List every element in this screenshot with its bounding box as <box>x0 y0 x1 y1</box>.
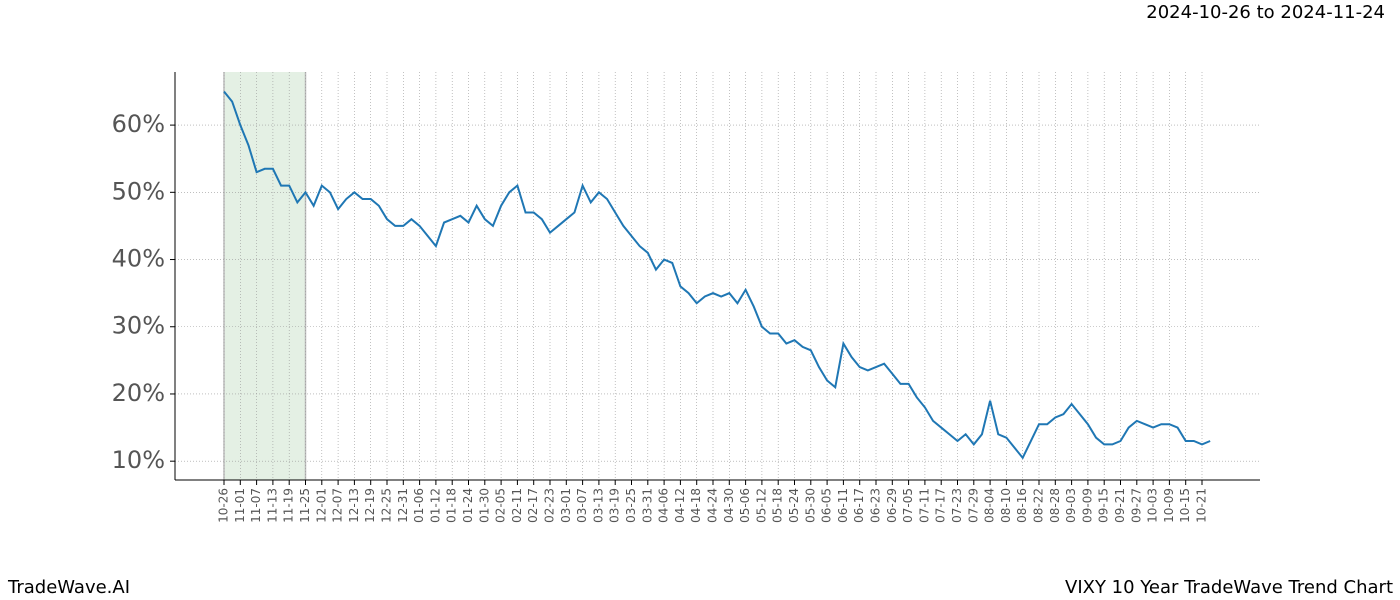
highlight-band <box>224 72 306 480</box>
x-tick-label: 04-18 <box>689 488 703 523</box>
x-tick-label: 12-01 <box>314 488 328 523</box>
x-tick-label: 11-19 <box>282 488 296 523</box>
x-tick-label: 04-24 <box>706 488 720 523</box>
x-tick-label: 05-24 <box>787 488 801 523</box>
x-tick-label: 07-17 <box>934 488 948 523</box>
x-tick-label: 10-09 <box>1162 488 1176 523</box>
x-tick-label: 12-13 <box>347 488 361 523</box>
x-tick-label: 01-24 <box>461 488 475 523</box>
x-tick-label: 05-18 <box>771 488 785 523</box>
x-tick-label: 08-22 <box>1032 488 1046 523</box>
x-tick-label: 05-30 <box>803 488 817 523</box>
x-tick-label: 04-12 <box>673 488 687 523</box>
y-tick-label: 40% <box>112 245 165 273</box>
x-tick-label: 06-23 <box>869 488 883 523</box>
x-tick-label: 11-01 <box>233 488 247 523</box>
x-tick-label: 12-31 <box>396 488 410 523</box>
x-tick-label: 11-07 <box>249 488 263 523</box>
x-tick-label: 04-06 <box>657 488 671 523</box>
y-tick-label: 50% <box>112 177 165 205</box>
x-tick-label: 07-11 <box>917 488 931 523</box>
x-tick-label: 07-05 <box>901 488 915 523</box>
x-tick-label: 03-01 <box>559 488 573 523</box>
x-tick-label: 12-19 <box>363 488 377 523</box>
x-tick-label: 06-05 <box>820 488 834 523</box>
x-tick-label: 03-31 <box>640 488 654 523</box>
x-tick-label: 12-07 <box>331 488 345 523</box>
x-tick-label: 06-29 <box>885 488 899 523</box>
brand: TradeWave.AI <box>7 577 130 598</box>
y-tick-label: 30% <box>112 312 165 340</box>
x-tick-label: 03-25 <box>624 488 638 523</box>
x-tick-label: 07-23 <box>950 488 964 523</box>
chart-title: VIXY 10 Year TradeWave Trend Chart <box>1065 577 1393 598</box>
date-range: 2024-10-26 to 2024-11-24 <box>1146 2 1385 23</box>
x-tick-label: 02-11 <box>510 488 524 523</box>
x-tick-label: 09-27 <box>1129 488 1143 523</box>
x-tick-label: 01-06 <box>412 488 426 523</box>
x-tick-label: 08-16 <box>1015 488 1029 523</box>
x-tick-label: 06-11 <box>836 488 850 523</box>
x-tick-label: 03-19 <box>608 488 622 523</box>
x-tick-label: 12-25 <box>380 488 394 523</box>
x-tick-label: 11-13 <box>265 488 279 523</box>
x-tick-label: 08-10 <box>999 488 1013 523</box>
x-tick-label: 03-07 <box>575 488 589 523</box>
x-tick-label: 01-30 <box>477 488 491 523</box>
x-tick-label: 08-28 <box>1048 488 1062 523</box>
x-tick-label: 06-17 <box>852 488 866 523</box>
x-tick-label: 05-12 <box>754 488 768 523</box>
x-tick-label: 09-09 <box>1080 488 1094 523</box>
x-tick-label: 03-13 <box>591 488 605 523</box>
x-tick-label: 01-12 <box>428 488 442 523</box>
x-tick-label: 02-17 <box>526 488 540 523</box>
y-tick-label: 20% <box>112 379 165 407</box>
x-tick-label: 09-15 <box>1097 488 1111 523</box>
x-tick-label: 05-06 <box>738 488 752 523</box>
x-tick-label: 04-30 <box>722 488 736 523</box>
x-tick-label: 10-15 <box>1178 488 1192 523</box>
x-tick-label: 09-21 <box>1113 488 1127 523</box>
x-tick-label: 01-18 <box>445 488 459 523</box>
x-tick-label: 10-03 <box>1146 488 1160 523</box>
y-tick-label: 60% <box>112 110 165 138</box>
y-tick-label: 10% <box>112 446 165 474</box>
x-tick-label: 02-23 <box>543 488 557 523</box>
x-tick-label: 09-03 <box>1064 488 1078 523</box>
x-tick-label: 02-05 <box>494 488 508 523</box>
x-tick-label: 10-26 <box>217 488 231 523</box>
x-tick-label: 08-04 <box>983 488 997 523</box>
trend-line <box>223 90 1211 460</box>
x-tick-label: 10-21 <box>1195 488 1209 523</box>
x-tick-label: 07-29 <box>966 488 980 523</box>
x-tick-label: 11-25 <box>298 488 312 523</box>
